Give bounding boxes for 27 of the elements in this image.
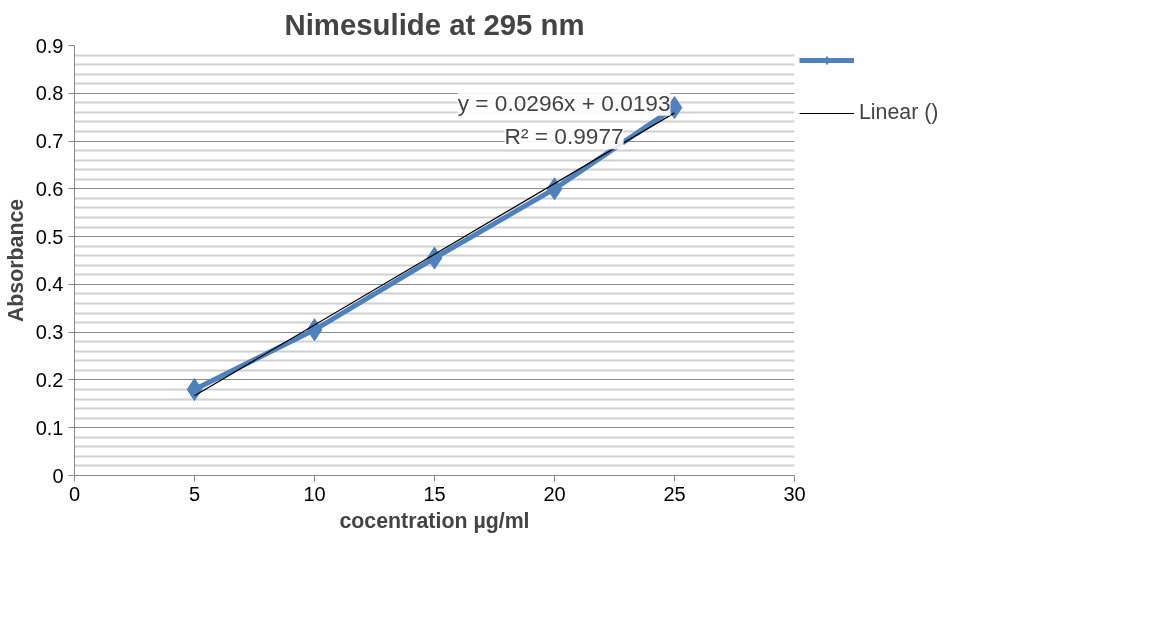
x-tick-label: 25 <box>663 482 686 505</box>
x-tick-label: 0 <box>68 482 81 505</box>
x-tick-label: 30 <box>783 482 806 505</box>
legend-label: Linear () <box>859 100 939 125</box>
x-tick-label: 15 <box>423 482 446 505</box>
point <box>546 177 563 201</box>
y-tick-label: 0.2 <box>35 368 64 391</box>
y-tick-label: 0.4 <box>35 273 64 296</box>
y-tick-label: 0.8 <box>35 82 64 105</box>
y-tick-label: 0.6 <box>35 177 64 200</box>
x-tick-label: 10 <box>303 482 326 505</box>
y-tick-label: 0.3 <box>35 321 64 344</box>
point <box>186 378 203 401</box>
y-tick-label: 0.5 <box>35 225 64 248</box>
y-tick-label: 0.7 <box>35 130 64 153</box>
x-axis-title: cocentration µg/ml <box>339 508 530 533</box>
y-axis-title: Absorbance <box>3 198 28 323</box>
point <box>306 318 323 342</box>
annotation: y = 0.0296x + 0.0193 <box>457 89 671 116</box>
y-tick-label: 0.1 <box>35 416 64 439</box>
annotation: R² = 0.9977 <box>504 123 624 150</box>
y-tick-label: 0 <box>52 464 64 487</box>
x-tick-label: 20 <box>543 482 566 505</box>
x-tick-label: 5 <box>188 482 201 505</box>
y-tick-label: 0.9 <box>35 34 64 57</box>
point <box>426 246 443 270</box>
chart-title: Nimesulide at 295 nm <box>284 7 585 41</box>
